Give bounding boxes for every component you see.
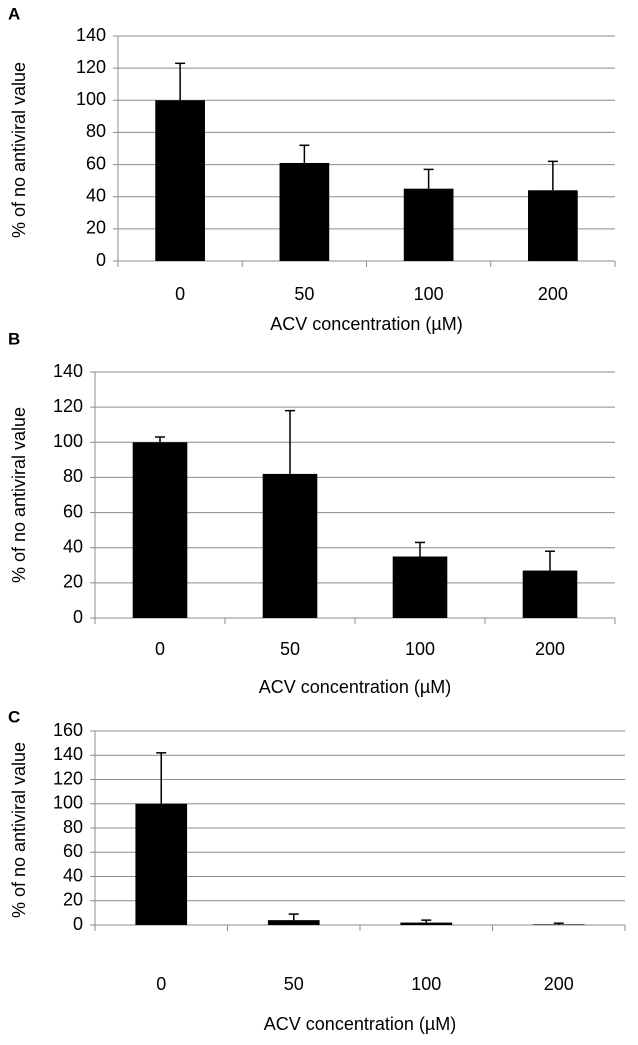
x-tick-label: 200: [538, 284, 568, 304]
bar: [403, 188, 454, 261]
bar: [392, 556, 448, 618]
y-tick-label: 140: [53, 361, 83, 381]
x-tick-label: 50: [284, 974, 304, 994]
bar: [262, 473, 318, 618]
panel-label: B: [8, 329, 20, 348]
y-tick-label: 20: [86, 218, 106, 238]
bar: [279, 162, 330, 261]
x-tick-label: 0: [156, 974, 166, 994]
y-tick-label: 40: [86, 185, 106, 205]
bar: [522, 570, 578, 618]
x-tick-label: 50: [280, 639, 300, 659]
x-tick-label: 100: [411, 974, 441, 994]
y-tick-label: 120: [53, 768, 83, 788]
y-tick-label: 80: [63, 466, 83, 486]
x-tick-label: 200: [544, 974, 574, 994]
y-tick-label: 80: [86, 121, 106, 141]
y-tick-label: 80: [63, 817, 83, 837]
x-axis-title: ACV concentration (µM): [259, 677, 451, 697]
y-tick-label: 100: [53, 431, 83, 451]
y-tick-label: 60: [86, 153, 106, 173]
y-tick-label: 0: [96, 250, 106, 270]
x-tick-label: 100: [405, 639, 435, 659]
y-tick-label: 60: [63, 501, 83, 521]
bar: [400, 922, 453, 925]
y-axis-title: % of no antiviral value: [9, 407, 29, 583]
bar: [528, 190, 578, 261]
x-tick-label: 0: [175, 284, 185, 304]
y-tick-label: 160: [53, 720, 83, 740]
x-axis-title: ACV concentration (µM): [270, 314, 462, 334]
x-axis-title: ACV concentration (µM): [264, 1014, 456, 1034]
panel-label: A: [8, 4, 20, 23]
bar: [155, 100, 205, 262]
y-axis-title: % of no antiviral value: [9, 62, 29, 238]
y-tick-label: 40: [63, 536, 83, 556]
y-tick-label: 100: [53, 793, 83, 813]
x-tick-label: 0: [155, 639, 165, 659]
y-tick-label: 60: [63, 841, 83, 861]
y-tick-label: 0: [73, 914, 83, 934]
y-tick-label: 20: [63, 890, 83, 910]
x-tick-label: 50: [294, 284, 314, 304]
bar: [267, 920, 320, 925]
y-tick-label: 140: [76, 25, 106, 45]
y-tick-label: 40: [63, 865, 83, 885]
y-tick-label: 120: [76, 57, 106, 77]
y-tick-label: 100: [76, 89, 106, 109]
bar: [132, 442, 188, 618]
y-tick-label: 140: [53, 744, 83, 764]
bar: [135, 803, 188, 925]
panel-label: C: [8, 707, 20, 726]
bar: [532, 924, 585, 925]
y-axis-title: % of no antiviral value: [9, 742, 29, 918]
y-tick-label: 120: [53, 396, 83, 416]
y-tick-label: 0: [73, 607, 83, 627]
x-tick-label: 100: [414, 284, 444, 304]
x-tick-label: 200: [535, 639, 565, 659]
y-tick-label: 20: [63, 572, 83, 592]
